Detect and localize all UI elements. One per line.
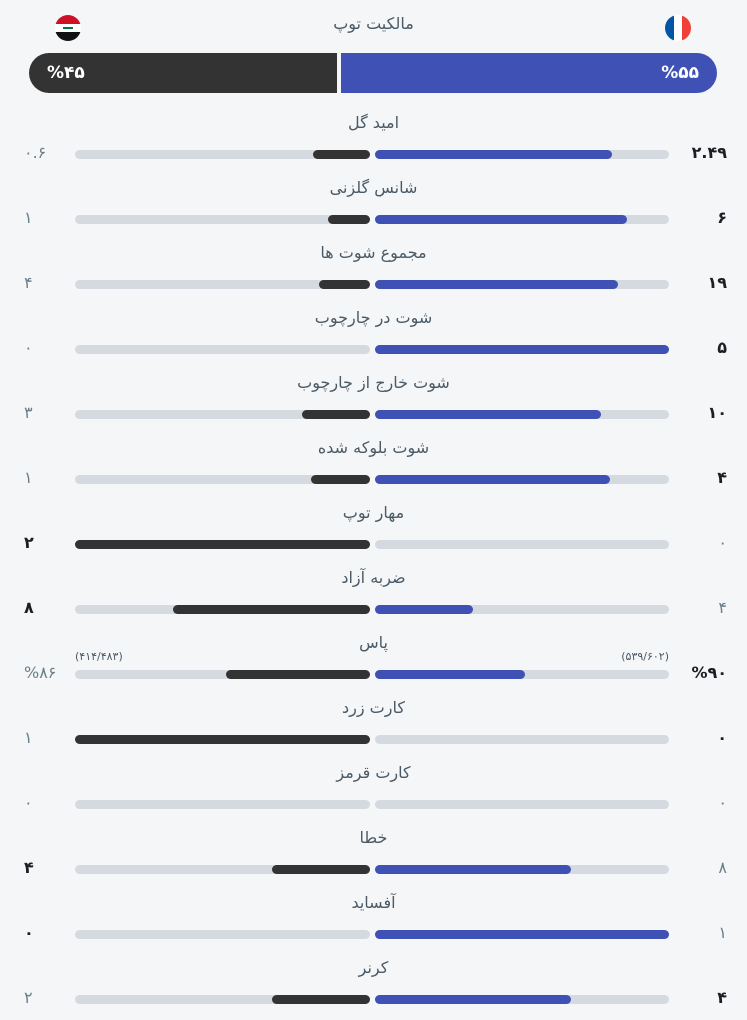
stat-label: شوت خارج از چارچوب bbox=[297, 373, 450, 392]
france-value: %۹۰ bbox=[691, 663, 727, 682]
iraq-value: ۴ bbox=[24, 273, 33, 292]
track bbox=[75, 930, 370, 939]
track bbox=[75, 150, 370, 159]
stat-label: شوت بلوکه شده bbox=[317, 438, 430, 457]
possession-france bbox=[340, 53, 717, 93]
france-bar bbox=[375, 605, 473, 614]
iraq-value: ۱ bbox=[24, 208, 33, 227]
france-bar bbox=[375, 995, 571, 1004]
track bbox=[375, 800, 669, 809]
france-value: ۱ bbox=[718, 923, 727, 942]
track bbox=[375, 735, 669, 744]
france-value: ۰ bbox=[718, 533, 727, 552]
track bbox=[75, 215, 370, 224]
iraq-value: ۴ bbox=[24, 858, 34, 877]
france-value: ۴ bbox=[718, 598, 727, 617]
france-bar bbox=[375, 475, 611, 484]
track bbox=[75, 475, 370, 484]
track bbox=[75, 995, 370, 1004]
france-bar bbox=[375, 345, 669, 354]
france-detail: (۵۳۹/۶۰۲) bbox=[621, 650, 669, 663]
france-bar bbox=[375, 930, 669, 939]
track bbox=[75, 800, 370, 809]
stat-label: مجموع شوت ها bbox=[320, 243, 427, 262]
track bbox=[75, 345, 370, 354]
possession-bar: %۴۵ %۵۵ bbox=[29, 53, 717, 93]
iraq-detail: (۴۱۴/۴۸۳) bbox=[75, 650, 123, 663]
iraq-bar bbox=[318, 280, 370, 289]
stat-label: کرنر bbox=[358, 958, 389, 977]
iraq-value: ۱ bbox=[24, 728, 33, 747]
stat-label: شوت در چارچوب bbox=[314, 308, 433, 327]
stat-label: کارت قرمز bbox=[336, 763, 411, 782]
stat-label: کارت زرد bbox=[342, 698, 405, 717]
stat-label: شانس گلزنی bbox=[329, 178, 418, 197]
iraq-value: ۰.۶ bbox=[24, 143, 47, 162]
iraq-value: ۲ bbox=[24, 533, 34, 552]
iraq-bar bbox=[327, 215, 370, 224]
france-bar bbox=[375, 865, 571, 874]
iraq-bar bbox=[301, 410, 370, 419]
possession-iraq bbox=[29, 53, 337, 93]
france-bar bbox=[375, 280, 618, 289]
possession-title: مالکیت توپ bbox=[333, 14, 414, 33]
iraq-value: ۰ bbox=[24, 338, 33, 357]
france-value: ۵ bbox=[717, 338, 727, 357]
france-bar bbox=[375, 150, 612, 159]
track bbox=[75, 670, 370, 679]
iraq-flag bbox=[55, 15, 81, 41]
iraq-bar bbox=[312, 150, 370, 159]
iraq-bar bbox=[225, 670, 370, 679]
iraq-bar bbox=[311, 475, 370, 484]
track bbox=[75, 865, 370, 874]
france-bar bbox=[375, 410, 602, 419]
france-bar bbox=[375, 670, 526, 679]
france-value: ۲.۴۹ bbox=[691, 143, 727, 162]
iraq-bar bbox=[271, 865, 370, 874]
track bbox=[375, 605, 669, 614]
france-value: ۴ bbox=[717, 468, 727, 487]
iraq-value: ۰ bbox=[24, 923, 34, 942]
france-value: ۰ bbox=[717, 728, 727, 747]
stat-label: امید گل bbox=[347, 113, 400, 132]
iraq-bar bbox=[75, 540, 370, 549]
track bbox=[75, 410, 370, 419]
track bbox=[75, 280, 370, 289]
stat-label: آفساید bbox=[351, 893, 396, 912]
iraq-value: ۳ bbox=[24, 403, 33, 422]
france-value: ۴ bbox=[717, 988, 727, 1007]
stat-label: ضربه آزاد bbox=[341, 568, 406, 587]
stat-label: پاس bbox=[359, 633, 388, 652]
iraq-value: ۲ bbox=[24, 988, 33, 1007]
iraq-bar bbox=[75, 735, 370, 744]
iraq-value: %۸۶ bbox=[24, 663, 57, 682]
france-bar bbox=[375, 215, 627, 224]
stat-label: خطا bbox=[359, 828, 388, 847]
iraq-value: ۸ bbox=[24, 598, 34, 617]
iraq-bar bbox=[271, 995, 370, 1004]
possession-france-text: %۵۵ bbox=[661, 63, 699, 83]
france-value: ۰ bbox=[718, 793, 727, 812]
track bbox=[375, 540, 669, 549]
iraq-bar bbox=[173, 605, 370, 614]
iraq-value: ۰ bbox=[24, 793, 33, 812]
france-value: ۱۰ bbox=[707, 403, 727, 422]
france-value: ۶ bbox=[717, 208, 727, 227]
stat-label: مهار توپ bbox=[342, 503, 405, 522]
france-value: ۱۹ bbox=[707, 273, 727, 292]
iraq-value: ۱ bbox=[24, 468, 33, 487]
france-value: ۸ bbox=[718, 858, 727, 877]
possession-iraq-text: %۴۵ bbox=[47, 63, 85, 83]
france-flag bbox=[665, 15, 691, 41]
